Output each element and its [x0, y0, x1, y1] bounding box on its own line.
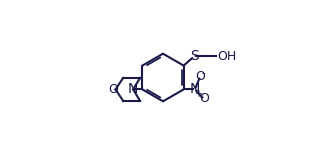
Text: N: N: [189, 82, 200, 96]
Text: OH: OH: [217, 50, 236, 63]
Text: S: S: [190, 49, 199, 63]
Text: N: N: [128, 82, 138, 96]
Text: O: O: [196, 70, 205, 83]
Text: -: -: [202, 68, 205, 78]
Text: O: O: [109, 83, 119, 96]
Text: +: +: [194, 89, 202, 99]
Text: O: O: [199, 92, 209, 105]
